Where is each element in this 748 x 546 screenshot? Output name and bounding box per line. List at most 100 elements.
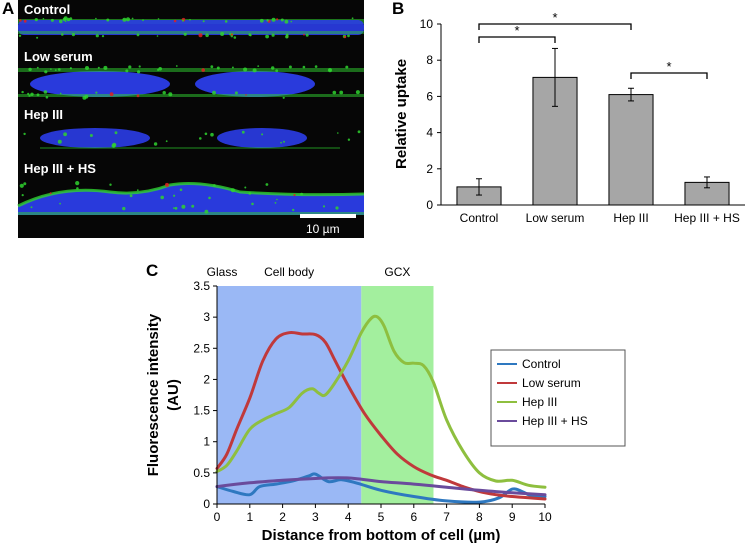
series-line-hep-iii bbox=[215, 314, 547, 489]
red-speckle bbox=[276, 18, 279, 21]
green-speckle bbox=[271, 33, 275, 37]
green-speckle bbox=[109, 183, 112, 186]
green-speckle bbox=[280, 18, 284, 22]
green-speckle bbox=[231, 66, 234, 69]
membrane-band bbox=[40, 147, 340, 149]
green-speckle bbox=[189, 19, 191, 21]
membrane-band bbox=[18, 68, 364, 72]
green-speckle bbox=[271, 66, 275, 70]
line-chart: Glass Cell body GCX 0 0.5 1 1.5 2 2.5 3 3.5 0 1 2 3 4… bbox=[145, 265, 626, 544]
significance-bracket bbox=[630, 72, 708, 79]
y-axis-title: Relative uptake bbox=[393, 59, 410, 169]
nucleus bbox=[30, 71, 170, 97]
x-tick-label: 0 bbox=[214, 510, 221, 524]
green-speckle bbox=[59, 19, 63, 24]
y-tick-label: 2 bbox=[426, 162, 433, 176]
green-speckle bbox=[95, 91, 98, 94]
green-speckle bbox=[210, 132, 214, 137]
green-speckle bbox=[43, 90, 48, 94]
green-speckle bbox=[271, 17, 276, 22]
green-speckle bbox=[351, 17, 354, 20]
bars bbox=[456, 76, 730, 206]
red-speckle bbox=[245, 94, 247, 96]
row-label-control: Control bbox=[24, 2, 70, 17]
green-speckle bbox=[243, 67, 248, 72]
x-tick-label: 1 bbox=[246, 510, 253, 524]
green-speckle bbox=[248, 192, 252, 195]
green-speckle bbox=[283, 140, 285, 143]
green-speckle bbox=[153, 142, 158, 146]
green-speckle bbox=[23, 182, 27, 186]
y-tick-label: 6 bbox=[426, 89, 433, 103]
green-speckle bbox=[355, 90, 360, 95]
x-tick-label: 10 bbox=[538, 510, 552, 524]
green-speckle bbox=[205, 33, 209, 38]
green-speckle bbox=[212, 90, 216, 95]
y-tick-label: 0 bbox=[203, 497, 210, 511]
green-speckle bbox=[233, 36, 237, 39]
green-speckle bbox=[183, 32, 187, 36]
green-speckle bbox=[103, 65, 108, 70]
bar bbox=[608, 94, 654, 206]
membrane-band bbox=[18, 31, 364, 34]
green-speckle bbox=[142, 19, 144, 22]
green-speckle bbox=[300, 192, 303, 196]
green-speckle bbox=[97, 66, 100, 69]
green-speckle bbox=[30, 92, 34, 97]
significance-bracket bbox=[478, 36, 556, 43]
panel-b-letter: B bbox=[392, 0, 404, 18]
green-speckle bbox=[288, 65, 292, 69]
green-speckle bbox=[158, 67, 162, 71]
membrane-band bbox=[17, 182, 365, 208]
green-speckle bbox=[285, 35, 289, 39]
legend-label: Low serum bbox=[522, 376, 581, 390]
green-speckle bbox=[204, 132, 208, 136]
legend-box bbox=[490, 349, 626, 447]
green-speckle bbox=[347, 34, 350, 38]
green-speckle bbox=[241, 130, 245, 134]
green-speckle bbox=[322, 205, 326, 208]
green-speckle bbox=[57, 139, 62, 144]
green-speckle bbox=[82, 95, 87, 100]
x-tick-label: Control bbox=[460, 211, 499, 225]
y-ticks: 0 0.5 1 1.5 2 2.5 3 3.5 bbox=[193, 279, 217, 511]
y-tick-label: 0 bbox=[426, 198, 433, 212]
x-tick-label: Low serum bbox=[526, 211, 585, 225]
red-speckle bbox=[201, 68, 205, 72]
red-speckle bbox=[165, 182, 169, 187]
green-speckle bbox=[230, 188, 235, 193]
y-tick-label: 0.5 bbox=[193, 466, 210, 480]
bar-chart: Relative uptake 0 2 4 6 8 10 * * * Control Low s… bbox=[393, 10, 745, 225]
significance-bracket bbox=[478, 23, 632, 30]
green-speckle bbox=[208, 196, 211, 200]
green-speckle bbox=[275, 69, 279, 73]
green-speckle bbox=[175, 65, 178, 67]
series-line-control bbox=[215, 472, 547, 504]
green-speckle bbox=[27, 92, 30, 95]
green-speckle bbox=[347, 138, 351, 141]
red-speckle bbox=[230, 33, 233, 36]
x-tick-label: Hep III + HS bbox=[674, 211, 740, 225]
y-tick-label: 10 bbox=[420, 17, 434, 31]
green-speckle bbox=[216, 66, 220, 70]
green-speckle bbox=[249, 34, 252, 37]
region-label: Cell body bbox=[264, 265, 314, 279]
y-tick-label: 3 bbox=[203, 310, 210, 324]
green-speckle bbox=[337, 132, 339, 134]
green-speckle bbox=[23, 132, 26, 136]
green-speckle bbox=[136, 189, 139, 192]
x-tick-label: 2 bbox=[279, 510, 286, 524]
green-speckle bbox=[59, 202, 61, 205]
x-tick-label: 9 bbox=[509, 510, 516, 524]
green-speckle bbox=[137, 70, 141, 74]
row-label-hep-iii: Hep III bbox=[24, 107, 63, 122]
green-speckle bbox=[282, 96, 285, 99]
green-speckle bbox=[199, 137, 202, 140]
red-speckle bbox=[293, 193, 296, 197]
green-speckle bbox=[125, 69, 129, 73]
green-speckle bbox=[224, 20, 228, 23]
membrane-band bbox=[18, 94, 364, 97]
green-speckle bbox=[30, 206, 33, 209]
green-speckle bbox=[157, 18, 160, 20]
region-shading bbox=[217, 286, 434, 504]
